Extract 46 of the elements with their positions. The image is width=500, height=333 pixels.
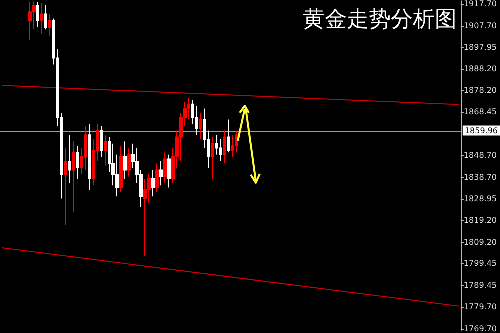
candlestick bbox=[84, 126, 87, 171]
y-tick-label: 1888.20 bbox=[464, 64, 498, 74]
candlestick bbox=[151, 170, 155, 198]
candlestick bbox=[163, 152, 167, 184]
candlestick bbox=[40, 2, 43, 35]
candlestick bbox=[127, 148, 131, 178]
candlestick bbox=[44, 5, 47, 30]
candlestick bbox=[76, 146, 79, 180]
y-tick-label: 1779.70 bbox=[464, 302, 498, 312]
y-tick-label: 1789.45 bbox=[464, 281, 498, 290]
candlestick bbox=[227, 119, 230, 154]
y-tick-label: 1828.95 bbox=[464, 194, 498, 204]
y-tick-label: 1907.70 bbox=[464, 21, 498, 30]
candlestick bbox=[199, 112, 202, 140]
candlestick bbox=[231, 134, 234, 158]
y-tick-label: 1809.20 bbox=[464, 238, 498, 247]
candlestick bbox=[123, 141, 127, 180]
ref-line-label: 1859.96 bbox=[464, 126, 498, 136]
chart-title: 黄金走势分析图 bbox=[303, 8, 457, 32]
candlestick bbox=[64, 148, 67, 226]
y-tick-label: 1878.20 bbox=[464, 86, 498, 96]
candlestick bbox=[219, 138, 222, 162]
candlestick bbox=[104, 134, 107, 166]
candlestick bbox=[48, 14, 51, 37]
y-tick-label: 1819.20 bbox=[464, 216, 498, 225]
y-tick-label: 1868.45 bbox=[464, 108, 498, 117]
candlestick bbox=[28, 2, 32, 42]
candlestick bbox=[235, 130, 238, 154]
candlestick bbox=[88, 124, 91, 190]
candlestick bbox=[100, 126, 103, 158]
y-tick-label: 1799.45 bbox=[464, 259, 498, 268]
candlestick bbox=[167, 154, 171, 188]
candlestick bbox=[223, 130, 226, 164]
candlestick bbox=[68, 134, 71, 184]
y-tick-label: 1848.70 bbox=[464, 151, 498, 160]
candlestick bbox=[36, 2, 39, 28]
candlestick bbox=[119, 146, 123, 193]
candlestick bbox=[155, 163, 159, 193]
y-tick-label: 1897.95 bbox=[464, 42, 498, 52]
y-tick-label: 1917.70 bbox=[464, 0, 498, 8]
y-tick-label: 1769.70 bbox=[464, 324, 498, 333]
candlestick bbox=[72, 141, 75, 212]
candlestick bbox=[211, 136, 214, 180]
candlestick bbox=[143, 178, 147, 256]
y-tick-label: 1838.70 bbox=[464, 172, 498, 182]
candlestick bbox=[159, 160, 163, 186]
